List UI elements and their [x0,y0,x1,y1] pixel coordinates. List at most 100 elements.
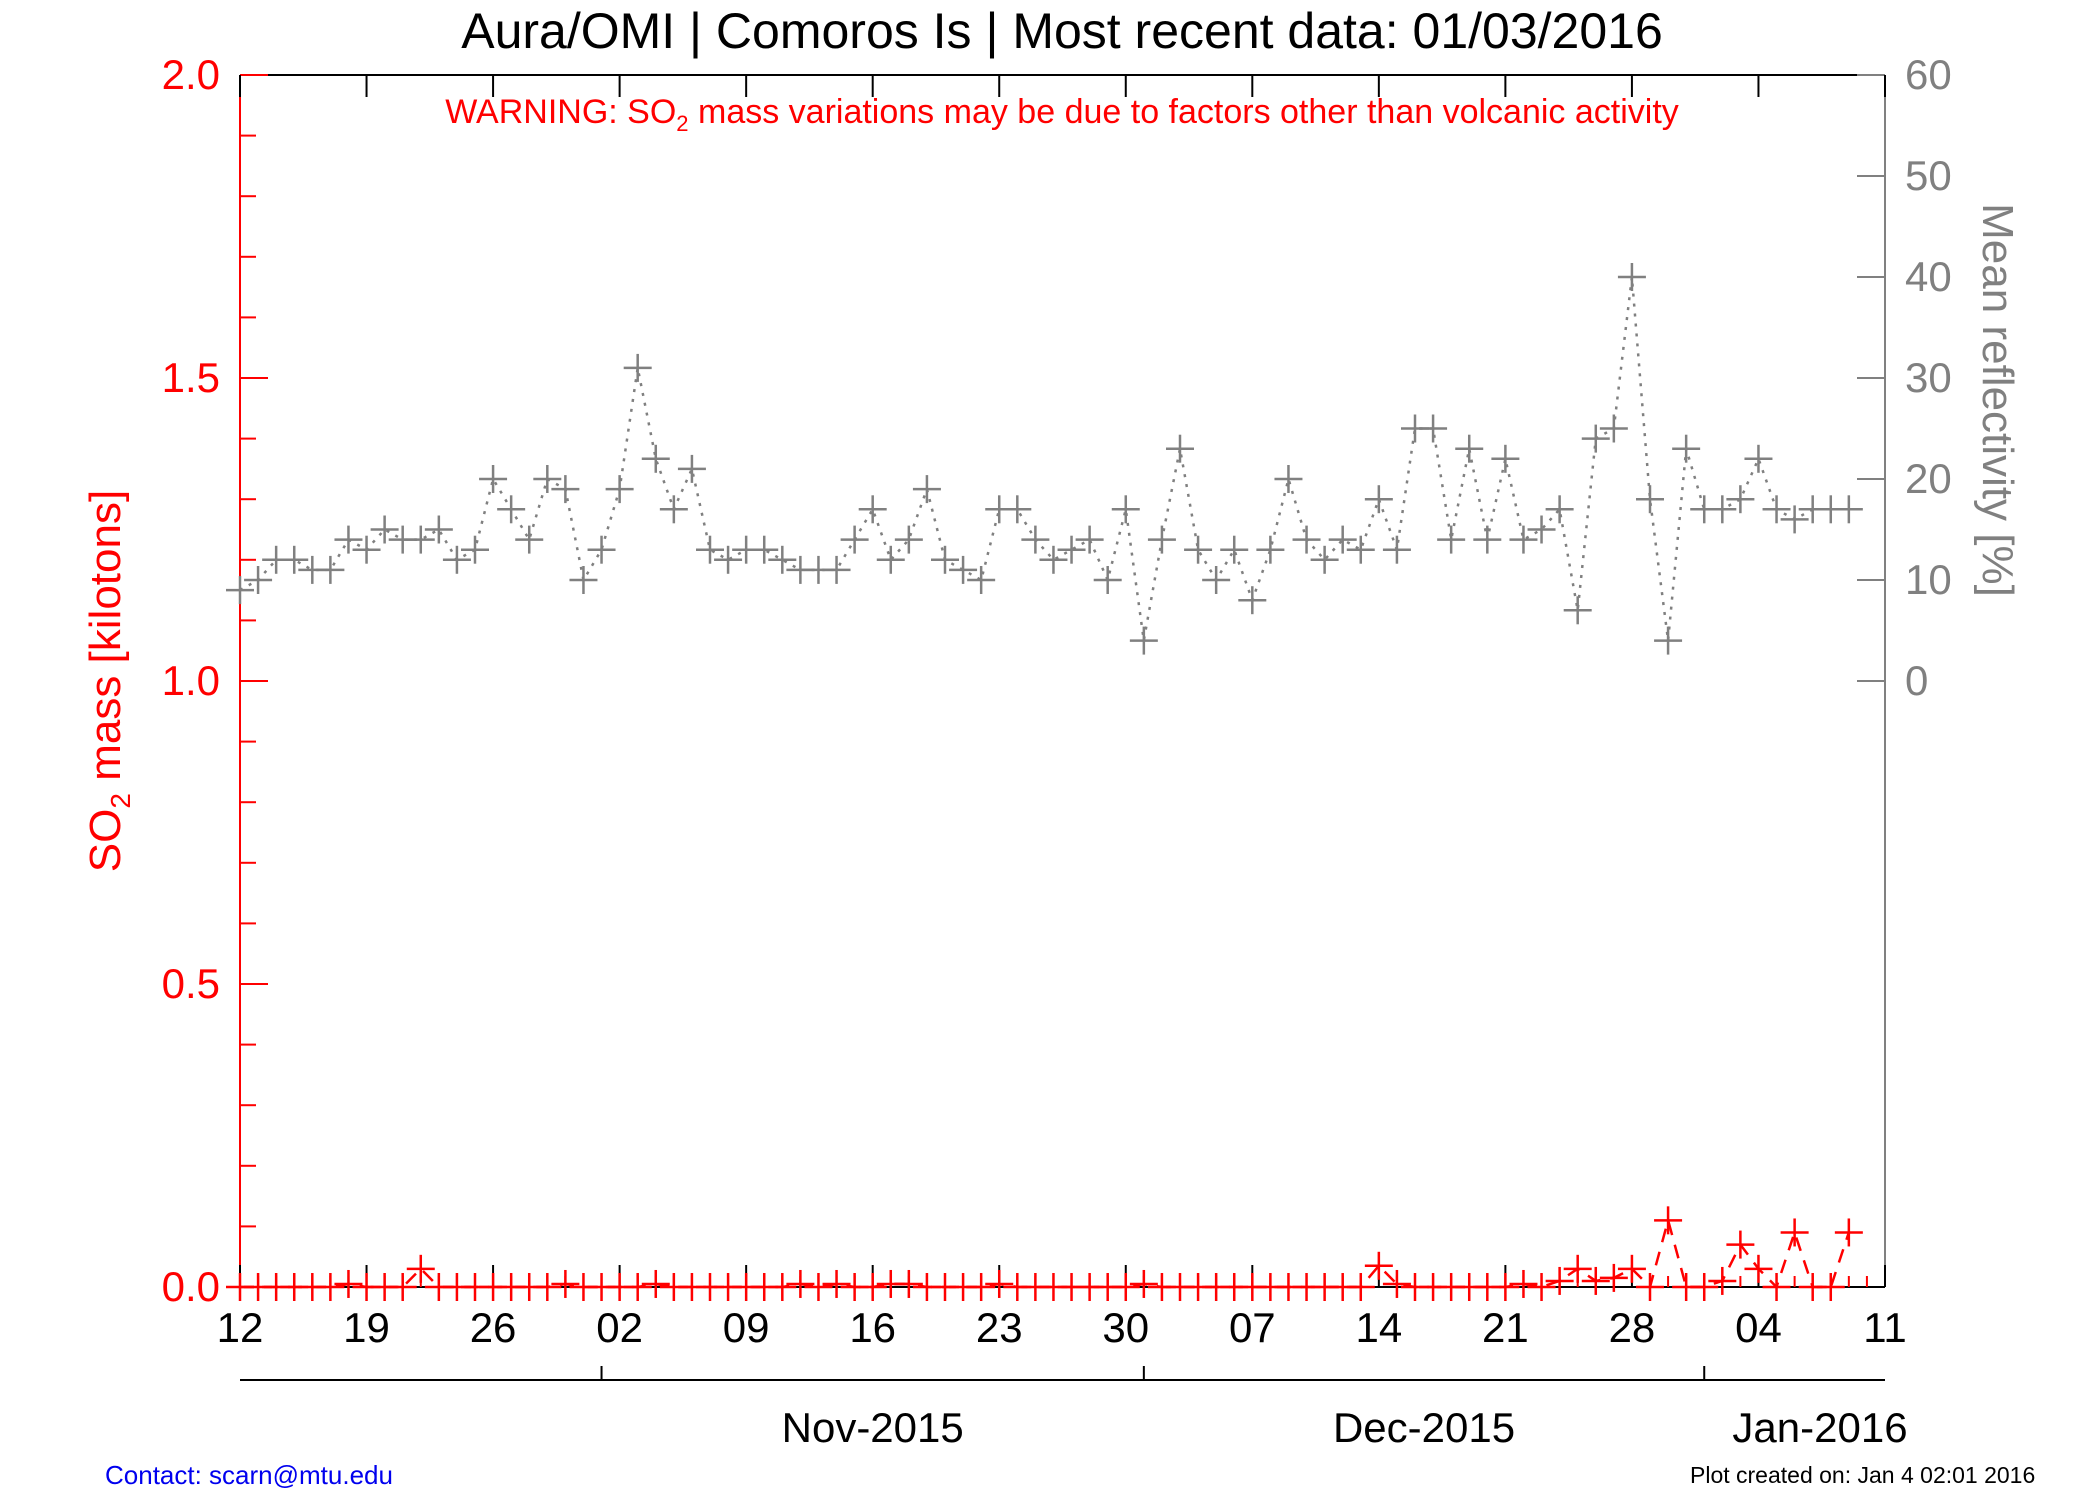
reflectivity-point [316,555,345,584]
reflectivity-point [1780,505,1809,534]
x-tick-label: 12 [217,1304,264,1351]
reflectivity-point [967,566,996,594]
reflectivity-point [406,525,435,554]
so2-mass-point [1364,1251,1393,1280]
reflectivity-point [280,545,309,574]
reflectivity-point [370,515,399,544]
so2-mass-point [533,1273,562,1301]
y-right-tick-label: 40 [1905,253,1952,300]
so2-mass-point [388,1273,417,1301]
reflectivity-point [931,545,959,574]
so2-mass-point [967,1273,996,1301]
reflectivity-point [641,444,670,473]
so2-mass-point [1527,1273,1556,1301]
so2-mass-point [1599,1263,1628,1292]
so2-mass-point [786,1269,815,1298]
reflectivity-point [912,475,941,504]
so2-mass-point [551,1269,580,1298]
y-left-tick-label: 2.0 [162,51,220,98]
reflectivity-point [1563,596,1592,625]
reflectivity-point [1021,525,1050,554]
reflectivity-point [533,465,562,493]
warning-text: WARNING: SO2 mass variations may be due … [445,93,1679,136]
so2-mass-point [1509,1269,1538,1298]
reflectivity-point [1636,485,1664,514]
reflectivity-point [1382,535,1411,564]
so2-mass-point [1636,1273,1664,1301]
reflectivity-point [1075,525,1104,554]
reflectivity-point [497,495,526,524]
so2-mass-point [822,1269,851,1298]
reflectivity-point [442,545,471,574]
reflectivity-point [1654,626,1683,655]
so2-mass-point [1382,1269,1411,1298]
reflectivity-point [1346,535,1375,564]
so2-mass-point [1762,1273,1791,1301]
so2-mass-point [1708,1266,1737,1295]
reflectivity-point [1726,485,1755,514]
so2-mass-point [406,1254,435,1283]
so2-mass-point [1491,1273,1520,1301]
reflectivity-point [1527,515,1556,544]
reflectivity-point [1238,586,1267,615]
so2-mass-point [1834,1218,1863,1247]
y-right-tick-label: 20 [1905,455,1952,502]
reflectivity-point [1256,535,1285,564]
reflectivity-point [569,566,598,594]
y-left-tick-label: 0.0 [162,1263,220,1310]
reflectivity-point [1292,525,1321,554]
so2-mass-point [1726,1230,1755,1259]
reflectivity-point [894,525,923,554]
so2-mass-point [894,1269,923,1298]
reflectivity-point [461,535,489,564]
reflectivity-point [1437,525,1466,554]
reflectivity-point [1147,525,1176,554]
reflectivity-point [1762,495,1791,524]
plot-created-text: Plot created on: Jan 4 02:01 2016 [1690,1462,2036,1488]
reflectivity-point [822,555,851,584]
so2-mass-point [641,1269,670,1298]
so2-mass-point [316,1273,345,1301]
tick-marks: 0.0 0.5 1.0 1.5 2.0 0 10 20 30 40 50 60 12 19 26 02 09 16… [162,51,1952,1451]
x-tick-label: 02 [596,1304,643,1351]
so2-mass-point [1111,1273,1140,1301]
reflectivity-point [1220,535,1249,564]
reflectivity-point [659,495,688,524]
reflectivity-point [551,475,580,504]
y-right-tick-label: 0 [1905,657,1928,704]
reflectivity-point [1274,465,1303,493]
reflectivity-point [1834,495,1863,524]
reflectivity-point [1672,434,1701,463]
so2-mass-point [1780,1218,1809,1247]
so2-mass-point [1744,1254,1773,1283]
so2-mass-point [1654,1206,1683,1235]
reflectivity-point [1708,495,1737,524]
reflectivity-line [239,276,1849,641]
reflectivity-point [1184,535,1213,564]
reflectivity-point [1003,495,1032,524]
reflectivity-point [840,525,869,554]
month-label: Dec-2015 [1333,1404,1515,1451]
reflectivity-point [949,555,978,584]
reflectivity-point [1202,566,1231,594]
reflectivity-point [226,576,254,605]
so2-mass-point [1346,1273,1375,1301]
so2-mass-point [1816,1273,1845,1301]
reflectivity-point [1093,566,1122,594]
y-right-tick-label: 30 [1905,354,1952,401]
reflectivity-point [876,545,905,574]
x-tick-label: 14 [1355,1304,1402,1351]
reflectivity-point [424,515,453,544]
data-series [226,263,1863,1301]
so2-mass-point [1129,1269,1158,1298]
reflectivity-point [1039,545,1068,574]
y-right-tick-label: 60 [1905,51,1952,98]
y-right-tick-label: 50 [1905,152,1952,199]
reflectivity-point [1491,444,1520,473]
x-tick-label: 30 [1102,1304,1149,1351]
reflectivity-point [1419,414,1448,443]
contact-text: Contact: scarn@mtu.edu [105,1460,393,1490]
reflectivity-point [1599,414,1628,443]
so2-mass-point [1581,1266,1610,1295]
month-label: Jan-2016 [1732,1404,1907,1451]
